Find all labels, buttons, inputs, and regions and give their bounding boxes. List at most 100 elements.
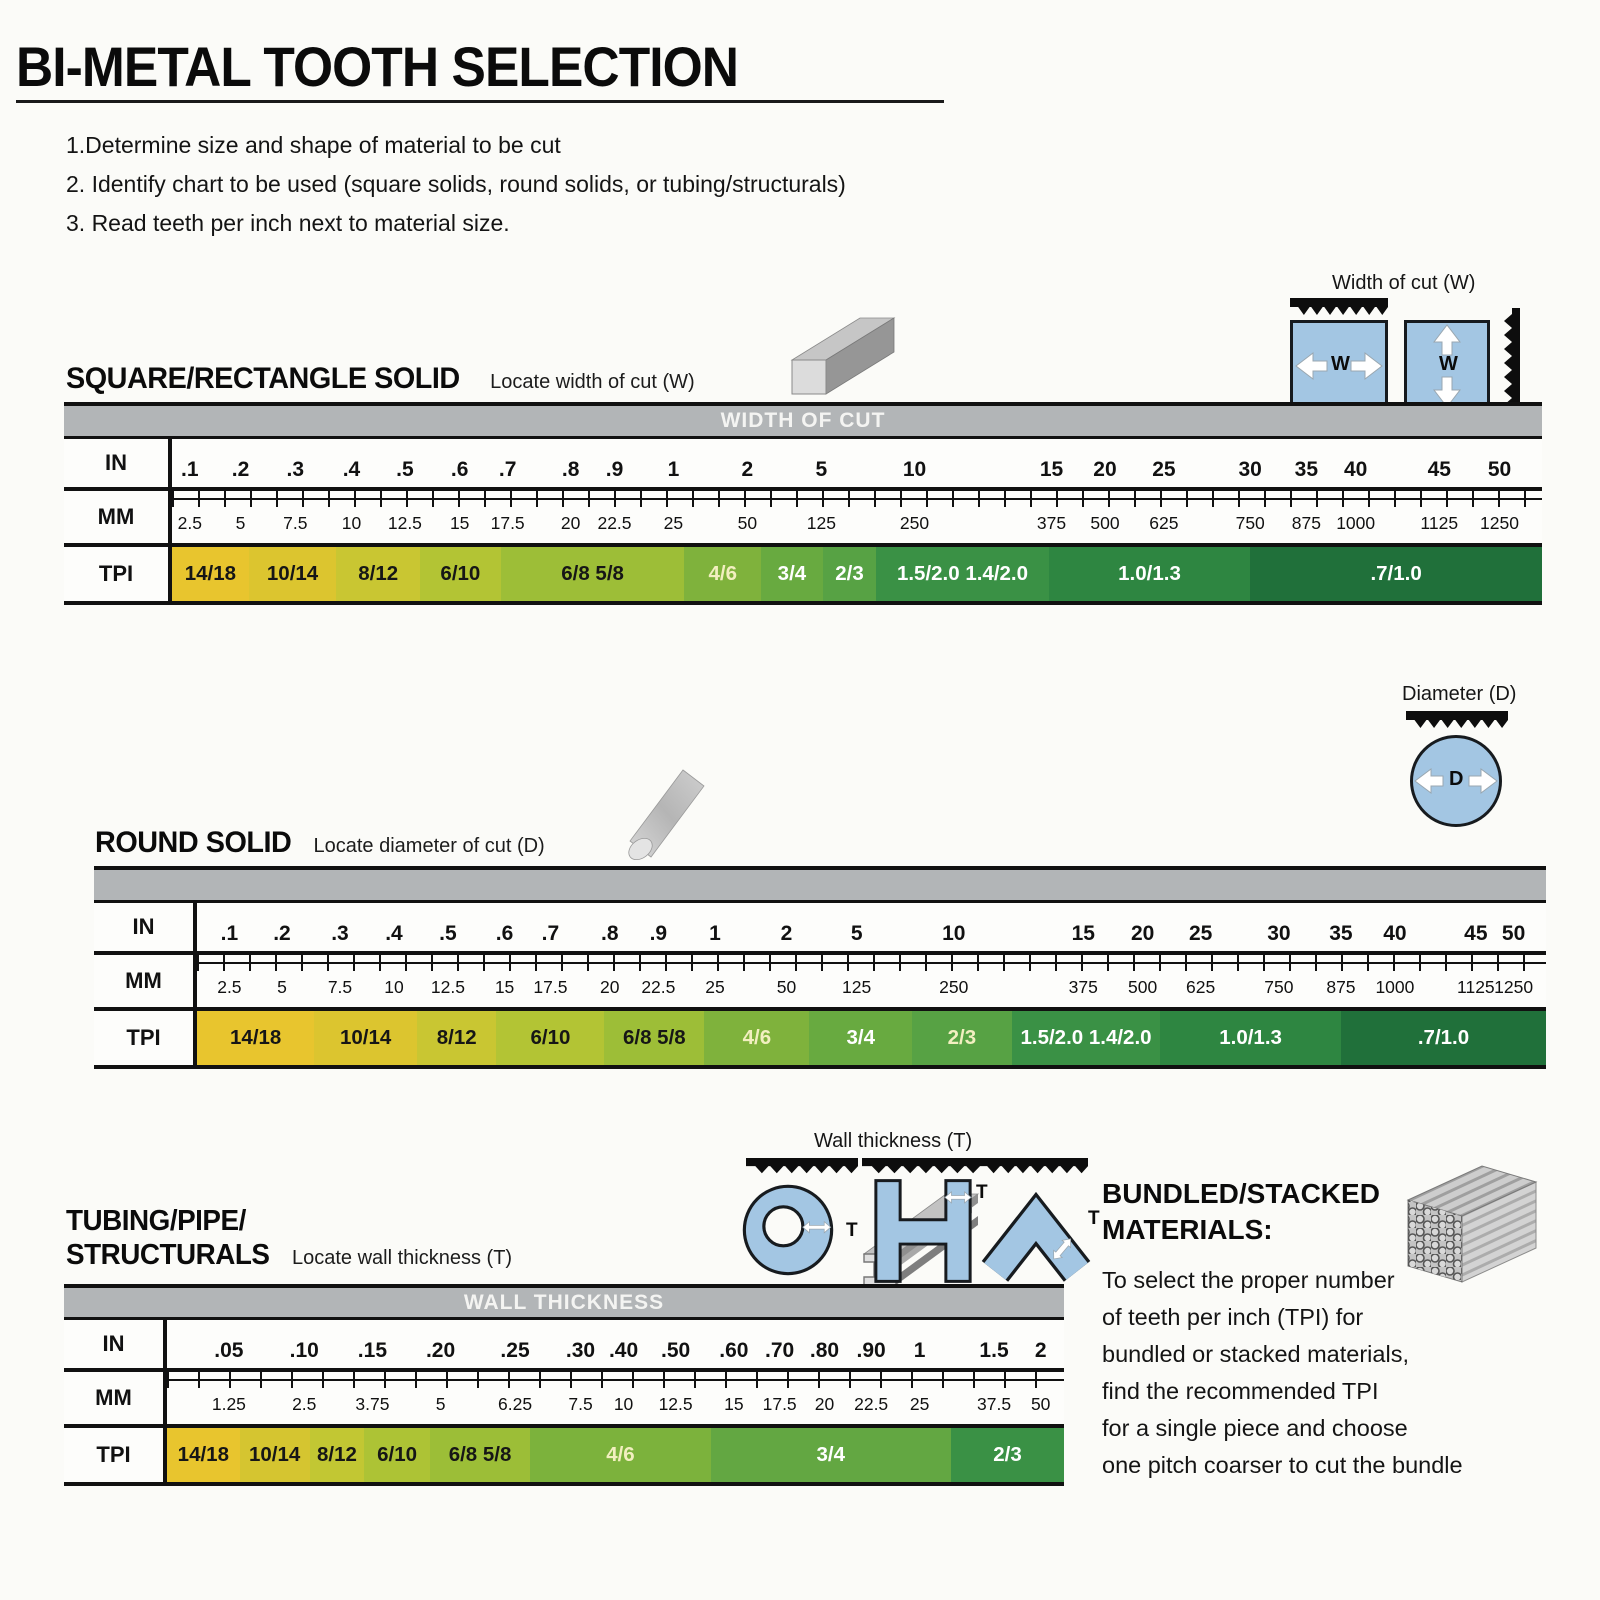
in-value: .2 <box>273 922 291 945</box>
in-value: 5 <box>850 922 863 945</box>
mm-value: 6.25 <box>498 1394 533 1414</box>
round-in-row: IN .1.2.3.4.5.6.7.8.9 1 2 5 10 15 20 25 30 35 40 45… <box>94 903 1546 951</box>
mm-value: 1000 <box>1375 977 1415 997</box>
wall-label-angle: T <box>1088 1208 1100 1229</box>
tubing-chart-table: WALL THICKNESS IN .05 .10 .15 .20 .25 .30 .40.… <box>64 1284 1064 1486</box>
mm-value: 1125 <box>1457 977 1495 997</box>
tpi-segment: 3/4 <box>809 1011 912 1065</box>
mm-value: 15 <box>494 977 515 997</box>
angle-shape <box>981 1191 1091 1282</box>
round-tpi-row: TPI 14/18 10/14 8/12 6/10 6/8 5/8 4/6 3/4 2/3 1.… <box>94 1007 1546 1069</box>
in-value: 15 <box>1039 458 1064 481</box>
width-label-left: W <box>1331 353 1350 375</box>
tpi-segment: 4/6 <box>530 1428 711 1482</box>
round-rod-3d-icon <box>628 769 705 861</box>
tpi-segment: 6/10 <box>496 1011 605 1065</box>
square-band: WIDTH OF CUT <box>64 402 1542 439</box>
in-value: 30 <box>1238 458 1262 481</box>
mm-value: 375 <box>1068 977 1098 997</box>
in-value: .50 <box>660 1339 691 1362</box>
mm-value: 12.5 <box>430 977 465 997</box>
mm-value: 25 <box>705 977 725 997</box>
mm-value: 7.5 <box>568 1394 593 1414</box>
tpi-segment: 1.5/2.0 1.4/2.0 <box>876 547 1049 601</box>
in-value: 30 <box>1267 922 1291 945</box>
tpi-segment: 8/12 <box>336 547 420 601</box>
square-chart-heading: SQUARE/RECTANGLE SOLID Locate width of c… <box>66 362 695 396</box>
mm-value: 5 <box>277 977 287 997</box>
mm-value: 17.5 <box>490 513 525 533</box>
in-value: .20 <box>425 1339 456 1362</box>
round-mm-scale: 2.5 5 7.5 10 12.5 15 17.5 20 22.5 25 50 125 250 375 50… <box>197 955 1546 1007</box>
in-value: 40 <box>1343 458 1368 481</box>
in-value: 20 <box>1093 458 1117 481</box>
square-chart-subtitle: Locate width of cut (W) <box>490 371 695 393</box>
tubing-chart-title-line1: TUBING/PIPE/ <box>66 1205 246 1237</box>
mm-value: 50 <box>1030 1394 1051 1414</box>
tpi-segment: 10/14 <box>314 1011 417 1065</box>
mm-value: 3.75 <box>355 1394 390 1414</box>
in-value: .8 <box>601 922 619 945</box>
tpi-row-label: TPI <box>64 547 172 601</box>
mm-value: 1.25 <box>211 1394 246 1414</box>
in-value: 10 <box>942 922 966 945</box>
tubing-band: WALL THICKNESS <box>64 1284 1064 1320</box>
width-of-cut-caption: Width of cut (W) <box>1332 272 1476 294</box>
horizontal-arrows-icon <box>1295 351 1383 381</box>
mm-value: 7.5 <box>327 977 353 997</box>
in-value: 50 <box>1487 458 1512 481</box>
square-tpi-row: TPI 14/18 10/14 8/12 6/10 6/8 5/8 4/6 3/4 2/3 1.… <box>64 543 1542 605</box>
thickness-arrow-icon <box>802 1220 832 1234</box>
saw-blade-teeth-icon <box>746 1158 858 1174</box>
mm-row-label: MM <box>64 1372 167 1424</box>
tpi-segment: 10/14 <box>239 1428 310 1482</box>
mm-value: 750 <box>1235 513 1265 533</box>
mm-value: 50 <box>737 513 758 533</box>
tubing-in-row: IN .05 .10 .15 .20 .25 .30 .40 .50 .60 .70 .80 .90 1… <box>64 1320 1064 1368</box>
tubing-mm-row: MM 1.25 2.5 3.75 5 6.25 7.5 10 12.5 15 17.5 20 22.5… <box>64 1368 1064 1424</box>
in-value: 1 <box>709 922 721 945</box>
tpi-segment: 6/8 5/8 <box>604 1011 705 1065</box>
in-value: .3 <box>331 922 349 945</box>
width-label-right: W <box>1439 353 1458 375</box>
bundled-line: one pitch coarser to cut the bundle <box>1102 1452 1463 1478</box>
mm-value: 17.5 <box>533 977 568 997</box>
tpi-segment: 2/3 <box>822 547 877 601</box>
in-value: .70 <box>765 1339 795 1362</box>
in-value: .5 <box>439 922 457 945</box>
in-value: .60 <box>719 1339 749 1362</box>
tpi-segment: 8/12 <box>309 1428 365 1482</box>
mm-value: 15 <box>724 1394 744 1414</box>
saw-blade-teeth-icon <box>862 1158 980 1174</box>
instruction-step-2: 2. Identify chart to be used (square sol… <box>66 171 846 197</box>
mm-value: 2.5 <box>217 977 242 997</box>
square-tpi-track: 14/18 10/14 8/12 6/10 6/8 5/8 4/6 3/4 2/3 1.5/2.… <box>172 547 1542 601</box>
instruction-step-3: 3. Read teeth per inch next to material … <box>66 210 510 236</box>
bundled-tubes-3d-icon <box>1406 1165 1538 1283</box>
in-value: .3 <box>286 458 305 481</box>
round-chart-subtitle: Locate diameter of cut (D) <box>313 835 545 857</box>
round-tpi-track: 14/18 10/14 8/12 6/10 6/8 5/8 4/6 3/4 2/3 1.5/2.… <box>197 1011 1546 1065</box>
mm-value: 125 <box>842 977 872 997</box>
round-chart-table: IN .1.2.3.4.5.6.7.8.9 1 2 5 10 15 20 25 30 35 40 45… <box>94 866 1546 1069</box>
square-mm-scale: 2.5 5 7.5 10 12.5 15 17.5 20 22.5 25 50 125 250 375 50… <box>172 491 1542 543</box>
tubing-tpi-row: TPI 14/18 10/14 8/12 6/10 6/8 5/8 4/6 3/4 2/3 <box>64 1424 1064 1486</box>
in-value: 50 <box>1501 922 1526 945</box>
tpi-segment: 14/18 <box>172 547 249 601</box>
tpi-segment: 4/6 <box>704 1011 810 1065</box>
instructions-list: 1.Determine size and shape of material t… <box>66 126 846 243</box>
in-value: .80 <box>809 1339 840 1362</box>
in-value: 20 <box>1130 922 1155 945</box>
tubing-tpi-track: 14/18 10/14 8/12 6/10 6/8 5/8 4/6 3/4 2/3 <box>167 1428 1064 1482</box>
title-rule <box>16 100 944 103</box>
in-value: 2 <box>780 922 793 945</box>
in-value: .10 <box>289 1339 319 1362</box>
diameter-caption: Diameter (D) <box>1402 683 1517 705</box>
tpi-segment: .7/1.0 <box>1340 1011 1546 1065</box>
tpi-segment: .7/1.0 <box>1250 547 1542 601</box>
mm-value: 875 <box>1326 977 1356 997</box>
scale-ticks <box>172 491 1542 507</box>
in-value: .9 <box>649 922 668 945</box>
in-value: 35 <box>1329 922 1353 945</box>
